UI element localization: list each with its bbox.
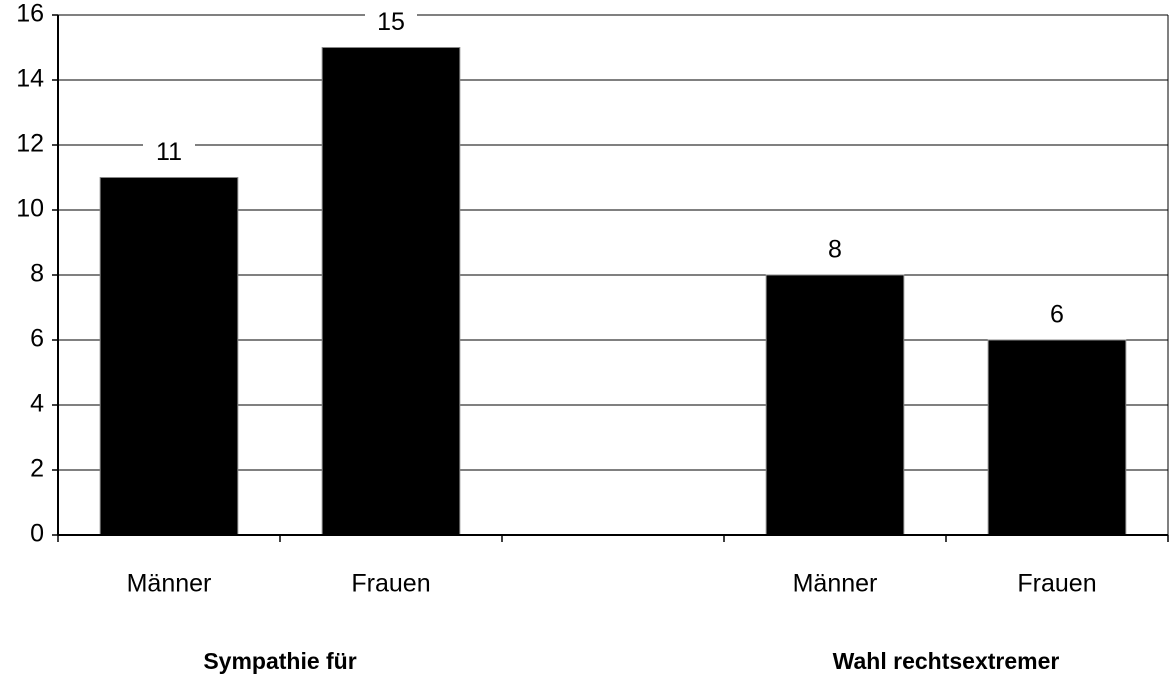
group-label: Parteien vorstellbar bbox=[839, 684, 1054, 686]
bar bbox=[99, 177, 239, 536]
y-tick-label: 16 bbox=[16, 0, 44, 28]
value-label: 11 bbox=[156, 138, 182, 166]
y-tick-label: 6 bbox=[30, 325, 44, 353]
value-label-bg bbox=[809, 236, 861, 266]
y-tick-label: 4 bbox=[30, 390, 44, 418]
x-tick-label: Frauen bbox=[351, 570, 430, 598]
y-tick-label: 12 bbox=[16, 130, 44, 158]
bar bbox=[987, 339, 1127, 536]
group-label: Sympathie für bbox=[203, 648, 356, 674]
y-tick-label: 2 bbox=[30, 455, 44, 483]
group-label: Wahl rechtsextremer bbox=[833, 648, 1060, 674]
x-tick-label: Männer bbox=[127, 570, 212, 598]
value-label: 15 bbox=[377, 8, 405, 36]
value-label-bg bbox=[1031, 301, 1083, 331]
value-label: 6 bbox=[1050, 301, 1064, 329]
y-tick-label: 0 bbox=[30, 520, 44, 548]
group-label: rechtsextreme Parteien bbox=[153, 684, 407, 686]
x-tick-label: Männer bbox=[793, 570, 878, 598]
y-tick-label: 14 bbox=[16, 65, 44, 93]
y-tick-label: 10 bbox=[16, 195, 44, 223]
y-tick-label: 8 bbox=[30, 260, 44, 288]
value-label-bg bbox=[365, 8, 417, 39]
x-tick-label: Frauen bbox=[1017, 570, 1096, 598]
bar bbox=[321, 47, 461, 536]
value-label-bg bbox=[143, 138, 195, 169]
bar bbox=[765, 274, 905, 536]
value-label: 8 bbox=[828, 236, 842, 264]
